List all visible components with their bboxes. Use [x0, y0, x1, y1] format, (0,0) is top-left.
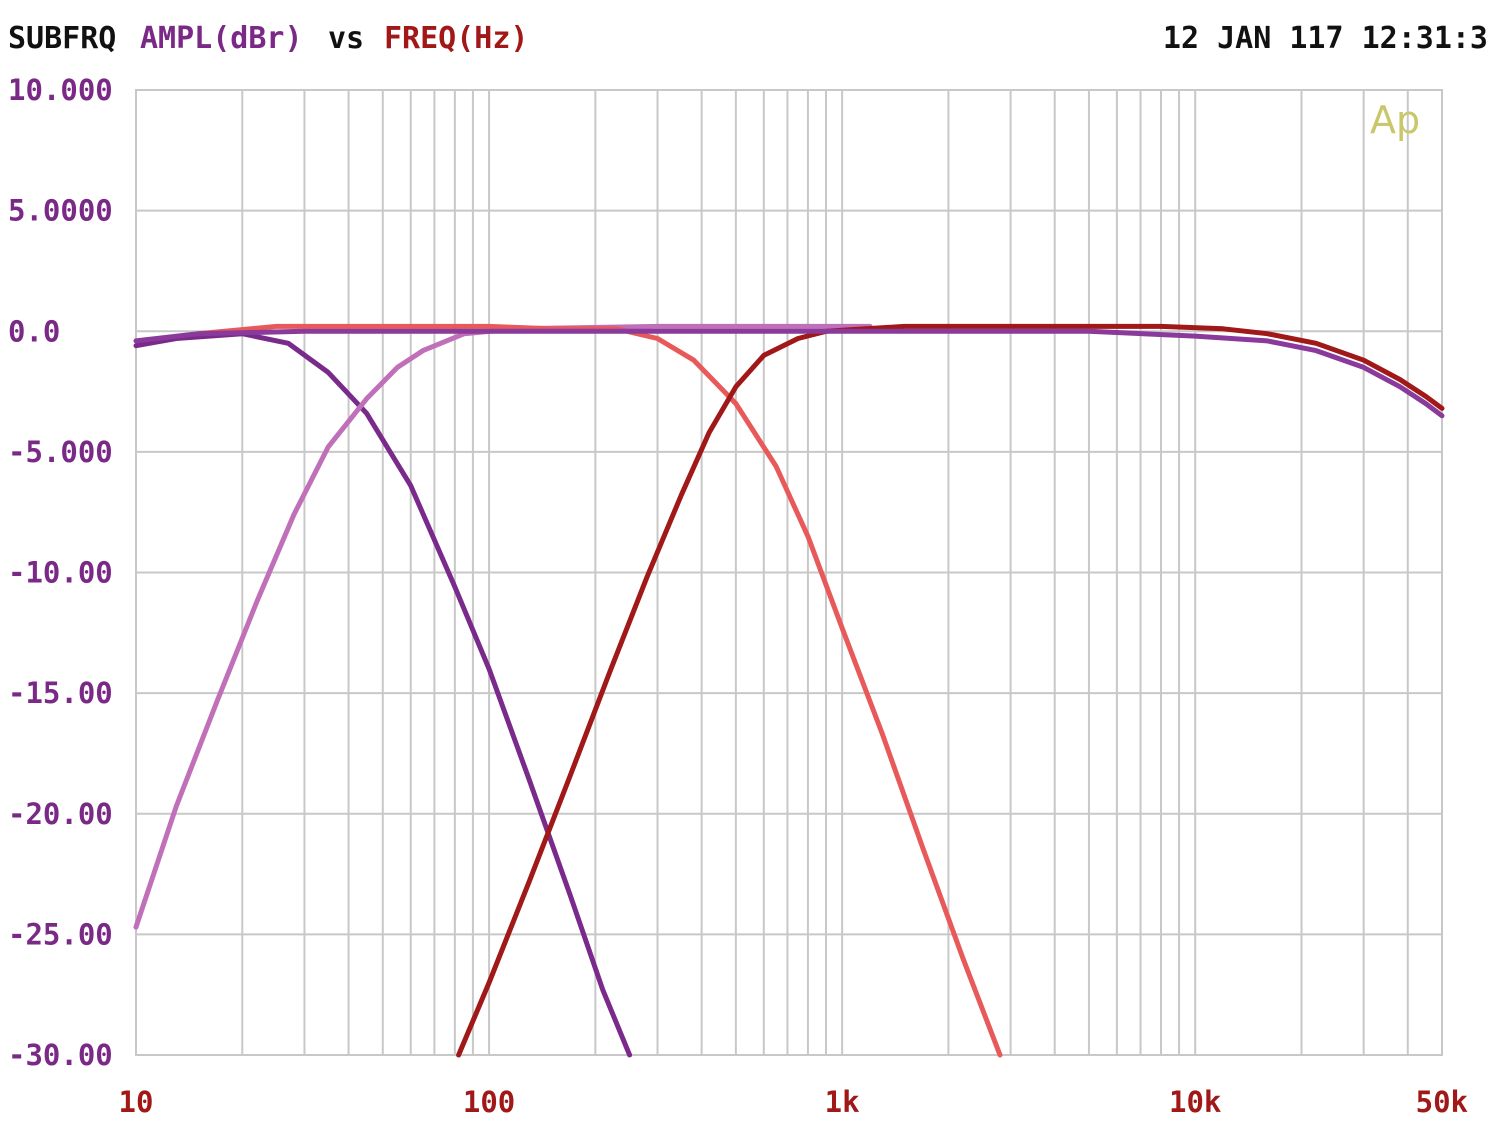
y-tick-label: 10.000	[8, 73, 113, 107]
header-x-quantity: FREQ(Hz)	[384, 21, 529, 56]
header-vs: vs	[328, 21, 364, 56]
x-tick-label: 50k	[1416, 1085, 1468, 1119]
header-title-left: SUBFRQ	[8, 21, 116, 56]
y-axis-tick-labels: 10.000 5.0000 0.0 -5.000 -10.00 -15.00 -20.00 -…	[8, 73, 113, 1072]
y-tick-label: 5.0000	[8, 194, 113, 228]
y-tick-label: -15.00	[8, 676, 113, 710]
series-lines	[133, 323, 1445, 1058]
x-tick-label: 10	[119, 1085, 154, 1119]
y-tick-label: -25.00	[8, 917, 113, 951]
x-tick-label: 10k	[1169, 1085, 1221, 1119]
x-tick-label: 1k	[825, 1085, 860, 1119]
x-axis-tick-labels: 10 100 1k 10k 50k	[119, 1085, 1468, 1119]
y-tick-label: 0.0	[8, 314, 60, 348]
header-timestamp: 12 JAN 117 12:31:3	[1163, 21, 1488, 56]
y-tick-label: -10.00	[8, 556, 113, 590]
x-tick-label: 100	[463, 1085, 515, 1119]
series-line-5	[133, 328, 1445, 419]
header-y-quantity: AMPL(dBr)	[140, 21, 303, 56]
ap-logo: Ap	[1370, 98, 1420, 142]
series-line-3	[195, 323, 1003, 1058]
y-tick-label: -30.00	[8, 1038, 113, 1072]
y-tick-label: -20.00	[8, 797, 113, 831]
grid	[135, 89, 1443, 1056]
y-tick-label: -5.000	[8, 435, 113, 469]
series-line-2	[133, 323, 873, 930]
series-line-4	[456, 323, 1445, 1058]
